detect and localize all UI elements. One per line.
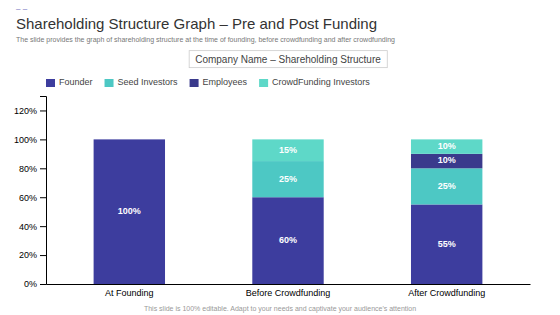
bar [252,161,323,197]
subtitle: The slide provides the graph of sharehol… [16,36,395,44]
y-tick-mark [40,110,46,111]
bar [94,139,165,140]
bars [94,139,483,284]
x-tick-label: After Crowdfunding [408,288,485,298]
data-label: 25% [279,174,297,184]
y-tick: 120% [14,106,46,116]
x-axis-line [47,284,531,285]
legend-swatch [190,79,199,87]
y-tick-mark [40,284,46,285]
bar [252,197,323,284]
legend-swatch [105,79,114,87]
data-label: 60% [279,235,297,245]
y-tick-label: 20% [19,250,37,260]
legend-item: Seed Investors [105,77,179,87]
legend-label: Founder [59,77,93,87]
x-tick: Before Crowdfunding [246,284,331,298]
chart: – – Shareholding Structure Graph – Pre an… [0,0,560,315]
plot: 100% 60% 55% 25% 25% 10% 15% 10% 0% 20% 40% 60% 80% 1… [14,97,531,299]
legend: Founder Seed Investors Employees CrowdFundi… [46,77,370,87]
y-tick-mark [40,139,46,140]
data-label: 10% [438,155,456,165]
data-label: 10% [438,141,456,151]
y-tick-label: 40% [19,222,37,232]
y-tick-mark [40,255,46,256]
y-tick: 40% [19,222,46,232]
x-tick-label: Before Crowdfunding [246,288,331,298]
y-tick-mark [40,168,46,169]
y-tick: 60% [19,193,46,203]
x-axis: At Founding Before Crowdfunding After Crow… [47,284,531,298]
y-tick-label: 60% [19,193,37,203]
bar [94,139,165,140]
bar [94,139,165,140]
bar [94,139,165,284]
y-axis: 0% 20% 40% 60% 80% 100% 120% [14,97,47,290]
chart-title: Company Name – Shareholding Structure [195,54,381,65]
x-tick: After Crowdfunding [408,284,485,298]
y-tick-mark [40,226,46,227]
y-tick-label: 100% [14,135,37,145]
legend-swatch [46,79,55,87]
chart-title-frame [189,51,387,68]
y-tick: 80% [19,164,46,174]
data-label: 15% [279,145,297,155]
bar [411,154,482,168]
x-tick-label: At Founding [105,288,154,298]
legend-item: Employees [190,77,248,87]
legend-label: CrowdFunding Investors [272,77,370,87]
x-tick: At Founding [105,284,154,298]
title: Shareholding Structure Graph – Pre and P… [16,15,377,32]
bar [411,168,482,204]
y-tick: 20% [19,250,46,260]
data-label: 100% [118,206,141,216]
data-labels: 100% 60% 55% 25% 25% 10% 15% 10% [118,141,456,249]
legend-item: Founder [46,77,93,87]
y-tick-label: 0% [24,279,37,289]
data-label: 25% [438,181,456,191]
data-label: 55% [438,239,456,249]
bar [411,204,482,284]
legend-swatch [259,79,268,87]
bar [411,139,482,153]
y-tick: 100% [14,135,46,145]
legend-item: CrowdFunding Investors [259,77,370,87]
y-tick-mark [40,197,46,198]
chart-title-box: Company Name – Shareholding Structure [189,51,387,68]
footer: This slide is 100% editable. Adapt to yo… [144,305,416,313]
decoration: – – [16,4,28,13]
legend-label: Seed Investors [118,77,179,87]
y-tick-label: 80% [19,164,37,174]
y-tick-label: 120% [14,106,37,116]
bar [252,139,323,161]
legend-label: Employees [203,77,248,87]
y-axis-line [40,97,47,285]
y-tick: 0% [24,279,46,289]
